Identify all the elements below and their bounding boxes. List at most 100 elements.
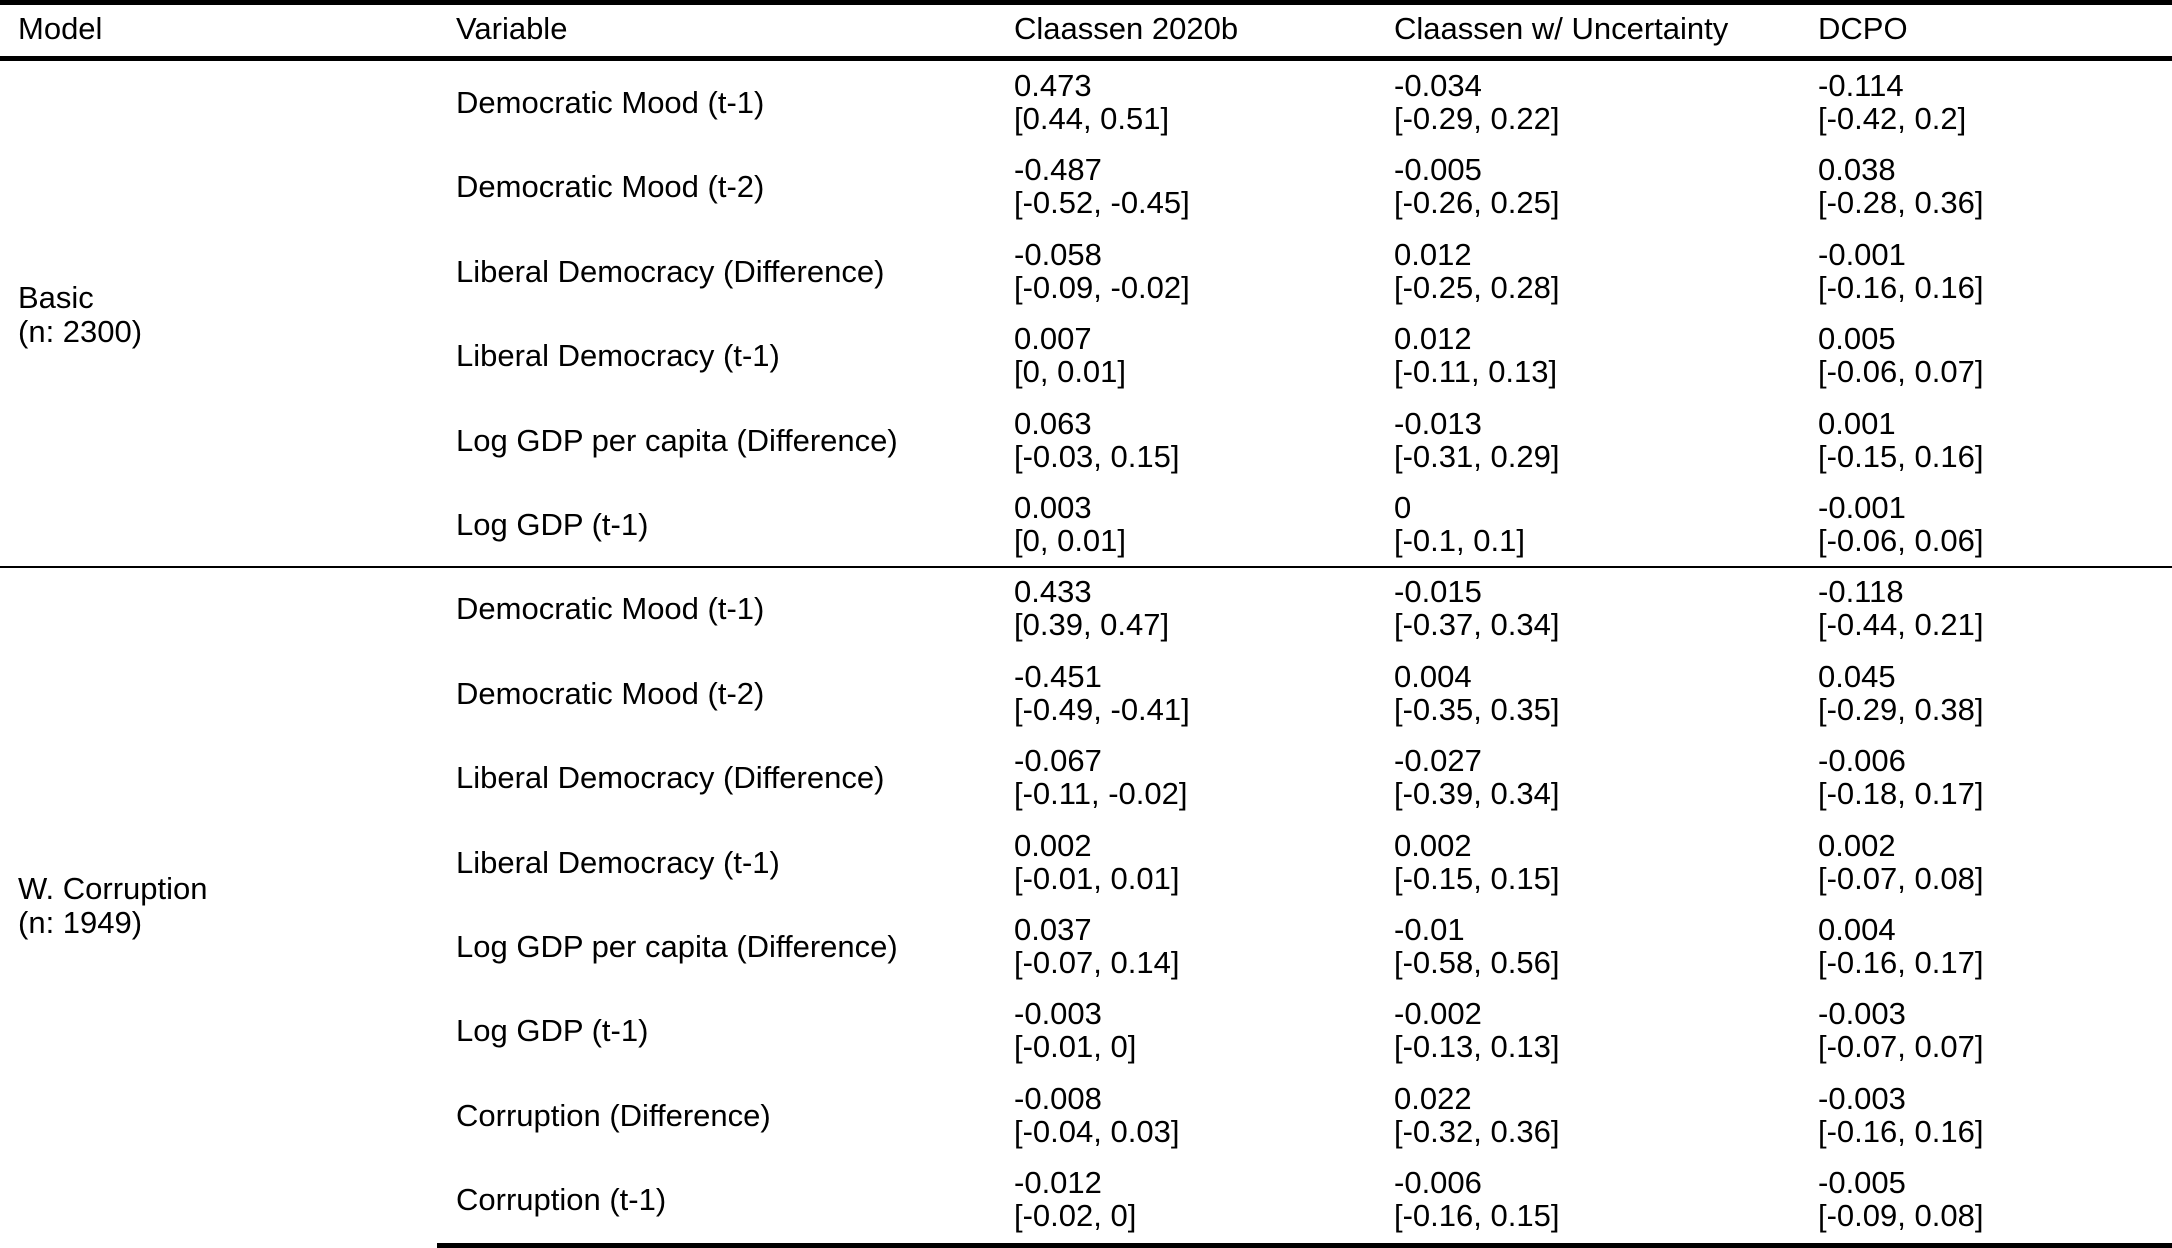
confidence-interval: [-0.42, 0.2] <box>1818 101 1967 136</box>
confidence-interval: [-0.39, 0.34] <box>1394 776 1560 812</box>
estimate-value: 0 <box>1394 490 1412 525</box>
confidence-interval: [-0.16, 0.16] <box>1818 1113 1984 1149</box>
confidence-interval: [-0.25, 0.28] <box>1394 269 1560 305</box>
group-separator-rule <box>0 566 2172 569</box>
confidence-interval: [-0.06, 0.07] <box>1818 354 1984 390</box>
confidence-interval: [-0.07, 0.08] <box>1818 860 1984 896</box>
variable-label: Log GDP per capita (Difference) <box>456 929 898 964</box>
confidence-interval: [-0.15, 0.15] <box>1394 860 1560 896</box>
estimate-value: -0.002 <box>1394 996 1482 1032</box>
variable-label: Corruption (t-1) <box>456 1182 667 1218</box>
confidence-interval: [-0.35, 0.35] <box>1394 691 1560 727</box>
estimate-value: -0.001 <box>1818 236 1906 272</box>
variable-label: Democratic Mood (t-2) <box>456 169 765 205</box>
confidence-interval: [-0.02, 0] <box>1014 1198 1137 1234</box>
confidence-interval: [-0.18, 0.17] <box>1818 776 1984 812</box>
confidence-interval: [-0.11, 0.13] <box>1394 354 1558 390</box>
estimate-value: -0.012 <box>1014 1165 1102 1201</box>
confidence-interval: [-0.29, 0.22] <box>1394 101 1560 136</box>
estimate-value: -0.003 <box>1818 996 1906 1032</box>
estimate-value: 0.007 <box>1014 321 1092 357</box>
estimate-value: -0.114 <box>1818 68 1904 103</box>
confidence-interval: [-0.1, 0.1] <box>1394 523 1525 558</box>
estimate-value: -0.003 <box>1818 1080 1906 1116</box>
top-rule <box>0 0 2172 5</box>
header-rule <box>0 56 2172 61</box>
estimate-value: -0.027 <box>1394 743 1482 779</box>
estimate-value: 0.045 <box>1818 658 1896 694</box>
confidence-interval: [0, 0.01] <box>1014 523 1127 558</box>
confidence-interval: [-0.31, 0.29] <box>1394 438 1560 474</box>
estimate-value: 0.004 <box>1394 658 1472 694</box>
confidence-interval: [-0.44, 0.21] <box>1818 607 1984 643</box>
model-n: (n: 1949) <box>18 905 143 940</box>
header-dcpo: DCPO <box>1818 11 1908 46</box>
confidence-interval: [-0.03, 0.15] <box>1014 438 1180 474</box>
header-variable: Variable <box>456 11 568 46</box>
variable-label: Corruption (Difference) <box>456 1097 771 1133</box>
estimate-value: 0.012 <box>1394 236 1472 272</box>
estimate-value: -0.003 <box>1014 996 1102 1032</box>
confidence-interval: [-0.26, 0.25] <box>1394 185 1560 221</box>
confidence-interval: [-0.15, 0.16] <box>1818 438 1984 474</box>
variable-label: Liberal Democracy (t-1) <box>456 844 780 880</box>
variable-label: Log GDP per capita (Difference) <box>456 422 898 458</box>
estimate-value: 0.038 <box>1818 152 1896 188</box>
confidence-interval: [-0.11, -0.02] <box>1014 776 1188 812</box>
header-claassen-uncertainty: Claassen w/ Uncertainty <box>1394 11 1729 46</box>
variable-label: Democratic Mood (t-1) <box>456 591 765 627</box>
estimate-value: -0.118 <box>1818 574 1904 610</box>
estimate-value: 0.012 <box>1394 321 1472 357</box>
estimate-value: 0.002 <box>1818 827 1896 863</box>
variable-label: Liberal Democracy (t-1) <box>456 338 780 374</box>
confidence-interval: [-0.16, 0.16] <box>1818 269 1984 305</box>
estimate-value: 0.002 <box>1394 827 1472 863</box>
variable-label: Democratic Mood (t-2) <box>456 675 765 711</box>
confidence-interval: [-0.09, -0.02] <box>1014 269 1190 305</box>
bottom-rule <box>437 1242 2172 1248</box>
confidence-interval: [-0.06, 0.06] <box>1818 523 1984 558</box>
header-claassen-2020b: Claassen 2020b <box>1014 11 1239 46</box>
estimate-value: -0.01 <box>1394 912 1465 947</box>
confidence-interval: [-0.28, 0.36] <box>1818 185 1984 221</box>
estimate-value: 0.005 <box>1818 321 1896 357</box>
model-name: W. Corruption <box>18 871 208 906</box>
confidence-interval: [-0.09, 0.08] <box>1818 1198 1984 1234</box>
confidence-interval: [-0.37, 0.34] <box>1394 607 1560 643</box>
confidence-interval: [-0.58, 0.56] <box>1394 945 1560 980</box>
confidence-interval: [-0.01, 0.01] <box>1014 860 1180 896</box>
header-model: Model <box>18 11 103 46</box>
confidence-interval: [-0.32, 0.36] <box>1394 1113 1560 1149</box>
variable-label: Liberal Democracy (Difference) <box>456 253 885 289</box>
variable-label: Log GDP (t-1) <box>456 507 649 542</box>
estimate-value: 0.063 <box>1014 405 1092 441</box>
confidence-interval: [0.39, 0.47] <box>1014 607 1170 643</box>
variable-label: Democratic Mood (t-1) <box>456 85 765 120</box>
variable-label: Log GDP (t-1) <box>456 1013 649 1049</box>
estimate-value: 0.433 <box>1014 574 1092 610</box>
estimate-value: -0.001 <box>1818 490 1906 525</box>
estimate-value: 0.003 <box>1014 490 1092 525</box>
confidence-interval: [-0.52, -0.45] <box>1014 185 1190 221</box>
confidence-interval: [-0.29, 0.38] <box>1818 691 1984 727</box>
estimate-value: 0.004 <box>1818 912 1896 947</box>
estimate-value: 0.473 <box>1014 68 1092 103</box>
confidence-interval: [-0.07, 0.14] <box>1014 945 1180 980</box>
estimate-value: -0.058 <box>1014 236 1102 272</box>
confidence-interval: [0, 0.01] <box>1014 354 1127 390</box>
estimate-value: -0.006 <box>1394 1165 1482 1201</box>
estimate-value: -0.005 <box>1818 1165 1906 1201</box>
confidence-interval: [0.44, 0.51] <box>1014 101 1170 136</box>
estimate-value: -0.005 <box>1394 152 1482 188</box>
confidence-interval: [-0.16, 0.17] <box>1818 945 1984 980</box>
confidence-interval: [-0.01, 0] <box>1014 1029 1137 1065</box>
estimate-value: -0.006 <box>1818 743 1906 779</box>
variable-label: Liberal Democracy (Difference) <box>456 760 885 796</box>
estimate-value: 0.037 <box>1014 912 1092 947</box>
confidence-interval: [-0.04, 0.03] <box>1014 1113 1180 1149</box>
estimate-value: -0.487 <box>1014 152 1102 188</box>
estimate-value: -0.034 <box>1394 68 1482 103</box>
estimate-value: 0.001 <box>1818 405 1896 441</box>
model-name: Basic <box>18 280 94 316</box>
